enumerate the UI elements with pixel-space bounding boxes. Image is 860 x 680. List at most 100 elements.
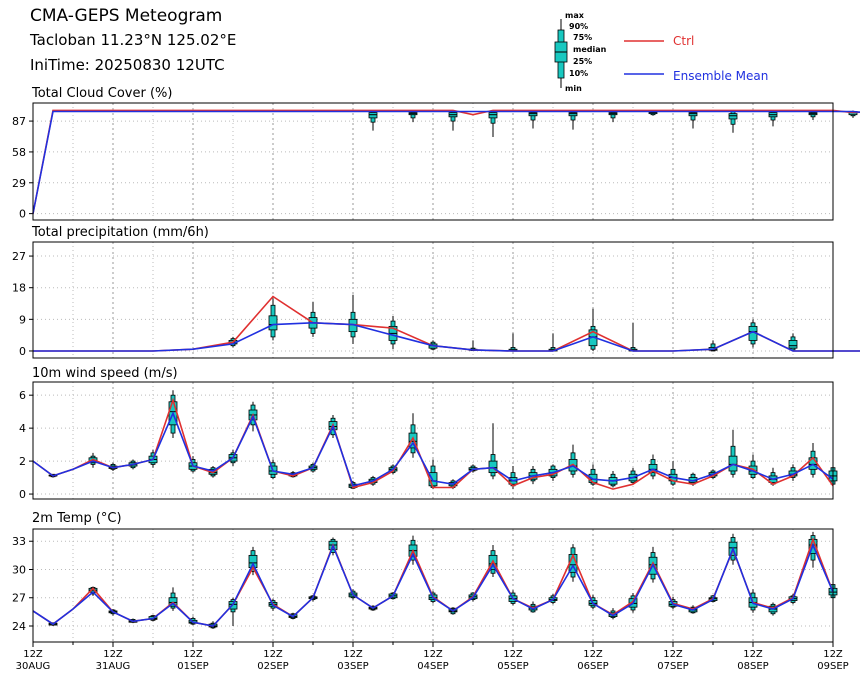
ensemble-mean-line <box>32 110 860 214</box>
station-location: Tacloban 11.23°N 125.02°E <box>30 31 237 49</box>
box-p25-p75 <box>728 113 738 120</box>
ensemble-mean-line <box>33 321 860 352</box>
box-p25-p75 <box>488 112 498 119</box>
x-date-label: 09SEP <box>817 661 848 672</box>
panel-title-cloud-cover: Total Cloud Cover (%) <box>31 86 172 101</box>
box-plot <box>588 308 598 351</box>
x-hour-label: 12Z <box>663 649 683 660</box>
y-tick-label: 18 <box>12 282 26 295</box>
box-plot <box>188 616 198 626</box>
legend-box-label: 25% <box>573 57 592 66</box>
x-date-label: 01SEP <box>177 661 208 672</box>
x-date-label: 31AUG <box>96 661 131 672</box>
box-plot <box>228 597 238 626</box>
box-plot <box>248 546 258 576</box>
box-p25-p75 <box>688 112 698 117</box>
y-tick-label: 27 <box>12 592 26 605</box>
panel-wind-speed: 10m wind speed (m/s) 0 2 4 6 <box>19 366 838 501</box>
panel-title-wind-speed: 10m wind speed (m/s) <box>32 366 178 381</box>
y-tick-label: 9 <box>19 313 26 326</box>
box-p25-p75 <box>568 112 578 117</box>
panel-frame <box>32 102 834 221</box>
box-plot <box>808 110 818 121</box>
panel-title-temperature: 2m Temp (°C) <box>32 511 122 526</box>
legend: max 90% 75% median 25% 10% min Ctrl Ensemble Mea… <box>554 11 768 93</box>
x-hour-label: 12Z <box>423 649 443 660</box>
y-tick-label: 30 <box>12 563 26 576</box>
x-hour-label: 12Z <box>743 649 763 660</box>
legend-mean-label: Ensemble Mean <box>673 69 768 83</box>
x-hour-label: 12Z <box>583 649 603 660</box>
init-time: IniTime: 20250830 12UTC <box>30 56 225 74</box>
box-p25-p75 <box>248 554 258 569</box>
x-hour-label: 12Z <box>183 649 203 660</box>
legend-box-label: median <box>573 45 607 54</box>
panel-temperature: 2m Temp (°C) 24 27 30 33 <box>12 511 838 643</box>
legend-box-label: 75% <box>573 33 592 42</box>
y-tick-label: 87 <box>12 115 26 128</box>
y-tick-label: 24 <box>12 620 26 633</box>
box-plot <box>548 333 558 352</box>
y-tick-label: 0 <box>19 488 26 501</box>
x-hour-label: 12Z <box>823 649 843 660</box>
box-p25-p75 <box>788 340 798 349</box>
box-plot <box>368 110 378 131</box>
y-tick-label: 0 <box>19 345 26 358</box>
box-plot <box>568 444 578 478</box>
box-plot <box>608 110 618 123</box>
legend-box-label: 10% <box>569 69 588 78</box>
y-tick-label: 4 <box>19 422 26 435</box>
ctrl-line <box>32 397 834 490</box>
x-date-label: 07SEP <box>657 661 688 672</box>
y-tick-label: 58 <box>12 146 26 159</box>
ensemble-mean-line <box>32 411 834 487</box>
box-p25-p75 <box>408 432 418 449</box>
box-plot <box>388 315 398 350</box>
box-p25-p75 <box>368 112 378 119</box>
x-date-label: 06SEP <box>577 661 608 672</box>
y-tick-label: 0 <box>19 208 26 221</box>
box-plot <box>608 470 618 488</box>
box-plot <box>408 413 418 458</box>
x-hour-label: 12Z <box>23 649 43 660</box>
panel-frame <box>32 241 834 359</box>
box-plot <box>448 110 458 131</box>
box-plot <box>728 110 738 133</box>
panel-precipitation: Total precipitation (mm/6h) 0 9 18 27 <box>12 225 860 359</box>
box-p25-p75 <box>268 315 278 331</box>
legend-ctrl-label: Ctrl <box>673 34 694 48</box>
y-tick-label: 33 <box>12 535 26 548</box>
x-hour-label: 12Z <box>503 649 523 660</box>
meteogram-title: CMA-GEPS Meteogram <box>30 6 223 26</box>
box-plot <box>308 301 318 337</box>
legend-box-label: max <box>565 11 585 20</box>
box-plot <box>628 322 638 352</box>
y-tick-label: 2 <box>19 455 26 468</box>
box-plot <box>648 454 658 480</box>
box-plot <box>268 298 278 341</box>
x-date-label: 05SEP <box>497 661 528 672</box>
box-plot <box>348 294 358 344</box>
box-p25-p75 <box>488 460 498 474</box>
y-tick-label: 29 <box>12 177 26 190</box>
box-p25-p75 <box>528 112 538 117</box>
y-tick-label: 27 <box>12 250 26 263</box>
box-plot <box>728 429 738 478</box>
box-plot <box>748 454 758 480</box>
x-date-label: 04SEP <box>417 661 448 672</box>
panel-frame <box>32 381 834 500</box>
y-tick-label: 6 <box>19 389 26 402</box>
ctrl-line <box>33 295 860 352</box>
panel-cloud-cover: Total Cloud Cover (%) 0 29 58 87 <box>12 86 860 221</box>
panel-title-precipitation: Total precipitation (mm/6h) <box>31 225 209 240</box>
legend-box-label: min <box>565 84 582 93</box>
box-plot <box>788 333 798 351</box>
x-date-label: 03SEP <box>337 661 368 672</box>
ctrl-line <box>32 109 860 214</box>
x-date-label: 02SEP <box>257 661 288 672</box>
box-plot <box>168 587 178 611</box>
x-hour-label: 12Z <box>263 649 283 660</box>
x-date-label: 08SEP <box>737 661 768 672</box>
